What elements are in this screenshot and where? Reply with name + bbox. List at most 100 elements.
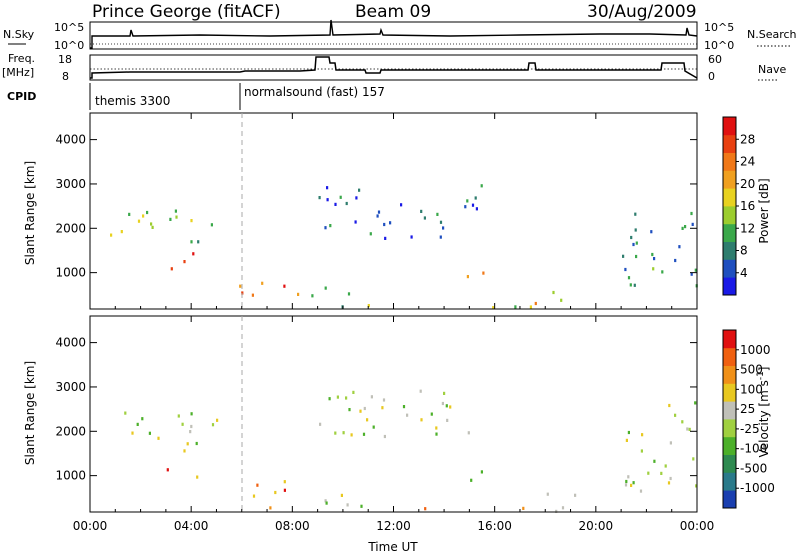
velocity-cell <box>681 420 684 424</box>
velocity-cell <box>627 475 630 479</box>
velocity-cell <box>325 501 328 505</box>
nsearch-tick-hi: 10^5 <box>704 21 734 34</box>
velocity-y-tick-label: 2000 <box>55 424 86 438</box>
power-panel: 1000 2000 3000 4000 Slant Range [km] <box>23 112 698 310</box>
power-cell <box>384 236 387 240</box>
nsky-label: N.Sky <box>3 28 35 41</box>
power-cell <box>690 211 693 216</box>
power-cell <box>560 298 563 302</box>
velocity-cell <box>328 397 331 401</box>
velocity-cell <box>647 471 650 475</box>
power-ylabel: Slant Range [km] <box>23 161 37 265</box>
power-cell <box>400 203 403 207</box>
velocity-colorbar-tick-label: -100 <box>740 442 767 456</box>
velocity-colorbar-swatch <box>723 365 736 384</box>
power-colorbar-swatch <box>723 223 736 242</box>
velocity-cell <box>430 412 433 416</box>
velocity-colorbar-label-end: ] <box>757 367 771 372</box>
power-cell <box>128 212 131 216</box>
velocity-cell <box>359 409 362 413</box>
velocity-cell <box>660 471 663 475</box>
velocity-colorbar-swatch <box>723 401 736 420</box>
velocity-cell <box>480 470 483 474</box>
power-y-tick-label: 2000 <box>55 221 86 235</box>
power-data-cells <box>110 184 698 310</box>
power-colorbar-tick-label: 24 <box>740 155 755 169</box>
power-y-tick-label: 4000 <box>55 133 86 147</box>
power-cell <box>311 294 314 298</box>
power-cell <box>210 223 213 227</box>
velocity-cell <box>653 459 656 463</box>
power-cell <box>183 260 186 264</box>
velocity-cell <box>319 422 322 426</box>
velocity-cell <box>561 506 565 510</box>
velocity-cell <box>283 480 286 484</box>
velocity-cell <box>424 507 427 511</box>
velocity-cell <box>686 427 689 431</box>
power-cell <box>681 226 684 230</box>
velocity-cell <box>694 401 697 405</box>
nave-tick-lo: 0 <box>708 70 715 83</box>
velocity-cell <box>269 506 272 510</box>
power-cell <box>694 268 697 272</box>
power-cell <box>632 242 635 247</box>
velocity-colorbar-swatch <box>723 490 736 509</box>
velocity-cell <box>346 503 349 507</box>
freq-label: Freq. <box>8 52 35 65</box>
velocity-cell <box>406 413 409 417</box>
freq-unit: [MHz] <box>2 66 34 79</box>
velocity-y-tick-label: 4000 <box>55 336 86 350</box>
velocity-cell <box>189 430 192 434</box>
cpid-row: CPID themis 3300 normalsound (fast) 157 <box>7 83 385 110</box>
power-cell <box>661 270 664 274</box>
power-cell <box>355 196 358 200</box>
velocity-cell <box>340 493 343 497</box>
nsky-panel: N.Sky 10^5 10^0 10^5 10^0 N.Search <box>3 19 797 52</box>
power-cell <box>146 210 149 215</box>
velocity-cell <box>345 396 348 400</box>
power-cell <box>624 267 627 272</box>
freq-tick-lo: 8 <box>62 70 69 83</box>
power-cell <box>367 304 370 308</box>
power-cell <box>110 233 113 237</box>
power-cell <box>383 222 386 227</box>
power-cell <box>529 305 532 309</box>
power-cell <box>326 198 329 202</box>
power-cell <box>439 220 443 224</box>
power-cell <box>423 216 426 220</box>
cpid-normalsound: normalsound (fast) 157 <box>244 85 385 99</box>
velocity-cell <box>370 395 373 399</box>
velocity-colorbar-tick-label: -500 <box>740 461 767 475</box>
power-cell <box>190 240 193 244</box>
velocity-cell <box>183 449 186 453</box>
velocity-cell <box>435 432 438 436</box>
power-cell <box>389 221 392 225</box>
velocity-cell <box>274 490 277 495</box>
power-y-tick-label: 1000 <box>55 266 86 280</box>
freq-tick-hi: 18 <box>58 53 72 66</box>
velocity-cell <box>443 391 446 395</box>
power-colorbar-tick-label: 4 <box>740 266 748 280</box>
velocity-cell <box>324 499 327 503</box>
power-cell <box>376 214 379 218</box>
velocity-cell <box>441 401 444 406</box>
power-cell <box>442 226 445 230</box>
power-colorbar-swatch <box>723 170 736 189</box>
power-colorbar-swatch <box>723 206 736 225</box>
velocity-colorbar-tick-label: 25 <box>740 402 755 416</box>
power-cell <box>369 232 372 236</box>
x-tick-label: 16:00 <box>477 519 512 533</box>
velocity-cell <box>196 475 199 479</box>
velocity-cell <box>181 422 184 426</box>
power-cell <box>354 220 357 224</box>
power-colorbar: 4 8 12 16 20 24 28 <box>722 116 755 296</box>
velocity-cell <box>177 414 180 418</box>
velocity-cell <box>669 476 672 481</box>
velocity-cell <box>381 406 384 410</box>
velocity-colorbar-swatch <box>723 419 736 438</box>
power-cell <box>684 225 687 229</box>
power-cell <box>466 275 469 279</box>
velocity-colorbar-swatch <box>723 383 736 402</box>
x-tick-label: 20:00 <box>579 519 614 533</box>
velocity-cell <box>467 431 470 435</box>
